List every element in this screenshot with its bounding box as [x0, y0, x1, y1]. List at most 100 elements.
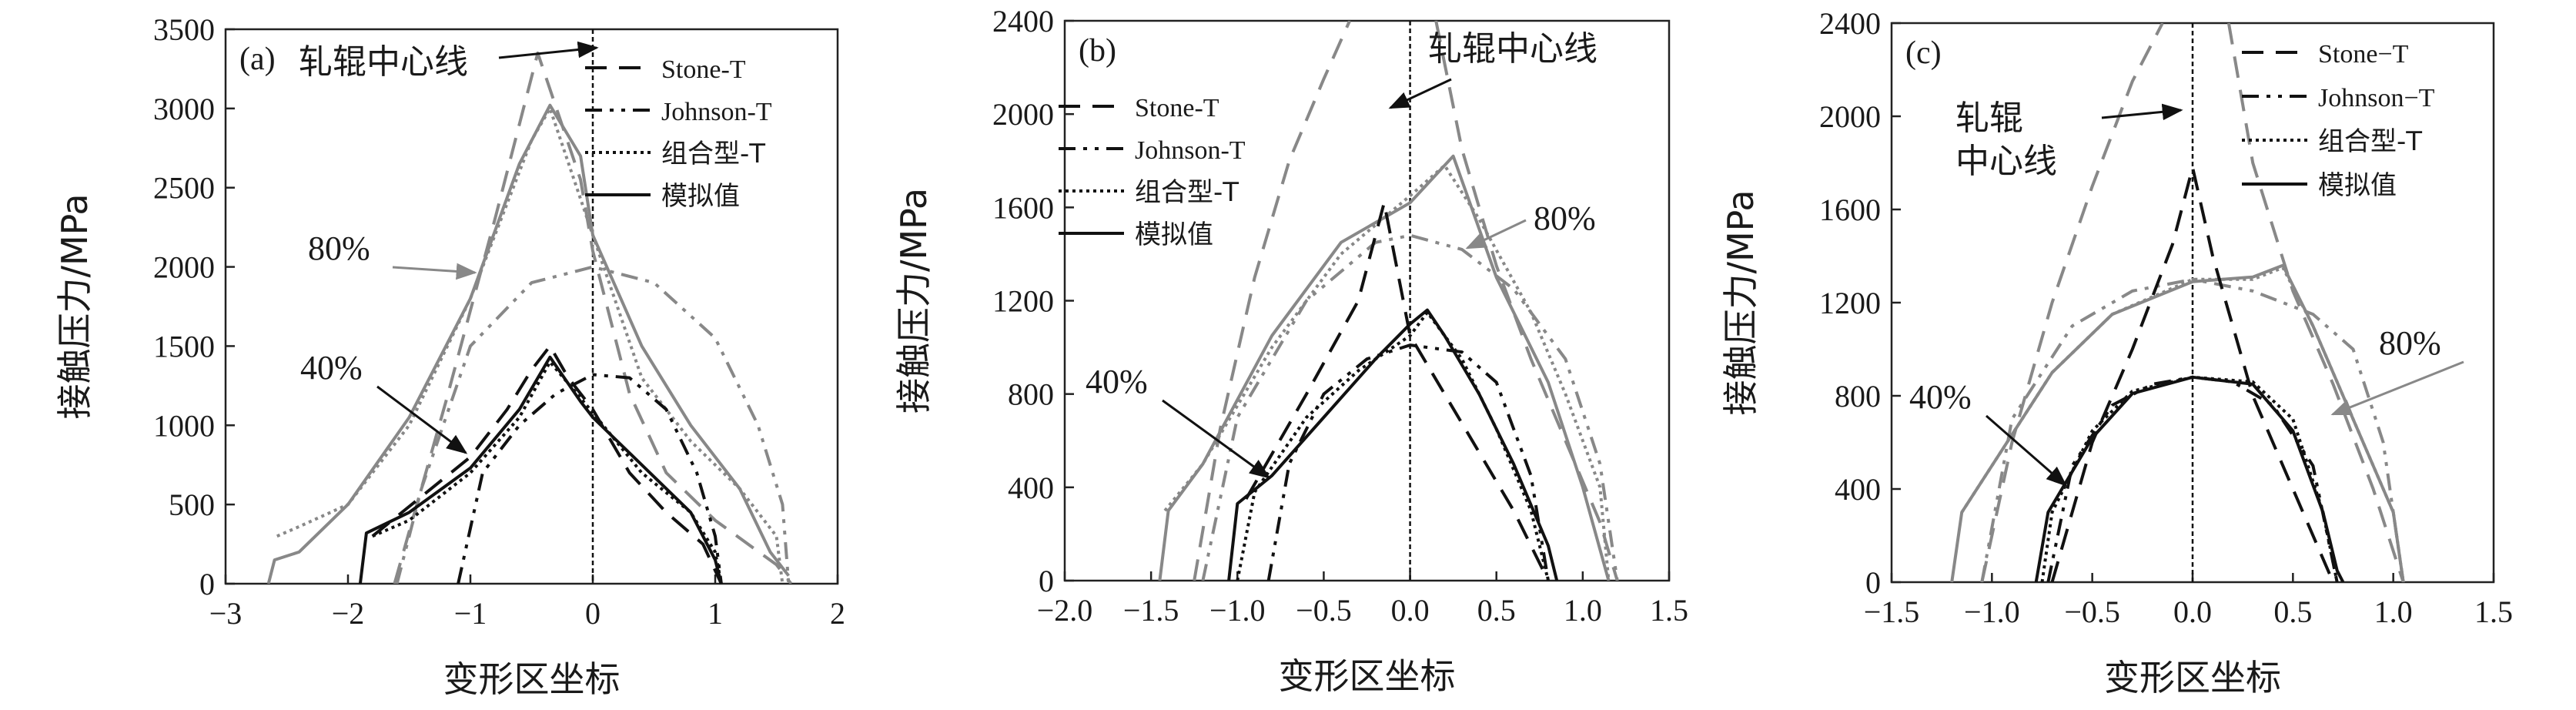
x-tick-label: −1: [454, 596, 487, 631]
y-axis-label: 接触压力/MPa: [1720, 189, 1761, 415]
chart-panel-1: 0 500 1000 1500 2000 2500 3000 3500 −3 −2 −1 0 1 2 变形区…: [54, 12, 845, 700]
y-tick-label: 0: [1039, 564, 1054, 598]
series-line-80pct: [1950, 263, 2405, 582]
series-line-80pct: [1980, 277, 2405, 582]
y-tick-label: 3500: [153, 12, 215, 47]
y-tick-label: 1500: [153, 329, 215, 363]
x-tick-label: 2: [830, 596, 845, 631]
y-tick-label: 500: [169, 487, 215, 522]
legend-label: Johnson-T: [661, 98, 772, 126]
series-line-80pct: [1158, 154, 1611, 581]
x-axis-label: 变形区坐标: [443, 658, 621, 700]
x-tick-label: −2: [332, 596, 365, 631]
arrow-40pct: [1162, 399, 1271, 479]
legend-label: 模拟值: [2318, 170, 2397, 201]
x-tick-label: 1.0: [2374, 594, 2413, 629]
legend-label: 模拟值: [661, 181, 740, 212]
series-line-40pct: [1244, 201, 1550, 581]
x-tick-label: −1.0: [1209, 593, 1266, 628]
centerline-arrow: [2101, 103, 2183, 121]
series-line-80pct: [2226, 23, 2405, 582]
plot-frame: [224, 28, 839, 585]
x-tick-label: −0.5: [2064, 594, 2120, 629]
series-line-80pct: [1980, 23, 2164, 582]
y-tick-label: 800: [1835, 379, 1881, 414]
centerline-arrow: [1388, 78, 1452, 109]
series-line-40pct: [2034, 375, 2345, 582]
panel-label: (b): [1079, 33, 1116, 69]
x-axis-label: 变形区坐标: [2104, 657, 2281, 698]
y-axis-label: 接触压力/MPa: [54, 193, 95, 419]
panel-label: (a): [239, 42, 276, 77]
series-line-40pct: [372, 360, 723, 584]
series-line-40pct: [371, 344, 723, 584]
x-tick-label: 1.0: [1564, 593, 1602, 628]
series-line-80pct: [1960, 266, 2405, 582]
x-tick-label: −1.5: [1123, 593, 1179, 628]
y-tick-label: 400: [1008, 471, 1054, 505]
y-tick-label: 0: [199, 567, 215, 601]
x-tick-label: 0.0: [1391, 593, 1430, 628]
y-tick-label: 1200: [992, 284, 1054, 319]
centerline-label: 轧辊中心线: [1428, 29, 1597, 69]
x-tick-label: −3: [209, 596, 243, 631]
x-tick-label: −0.5: [1296, 593, 1352, 628]
x-tick-label: 0.5: [1477, 593, 1516, 628]
series-line-40pct: [2040, 375, 2339, 582]
label-40pct: 40%: [1909, 378, 1972, 416]
y-tick-label: 2400: [992, 4, 1054, 39]
x-tick-label: 0.5: [2273, 594, 2312, 629]
y-tick-label: 0: [1865, 565, 1881, 600]
legend-label: 组合型-T: [2318, 126, 2422, 157]
y-tick-label: 1200: [1819, 286, 1881, 320]
centerline-label: 中心线: [1955, 142, 2057, 181]
series-line-80pct: [266, 103, 790, 584]
x-tick-label: 0: [585, 596, 601, 631]
series-line-40pct: [2050, 166, 2335, 582]
x-tick-label: −1.5: [1864, 594, 1920, 629]
series-line-40pct: [1266, 343, 1550, 581]
label-80pct: 80%: [1534, 199, 1596, 237]
y-tick-label: 2000: [153, 250, 215, 285]
y-tick-label: 800: [1008, 377, 1054, 412]
series-group: [1950, 23, 2405, 582]
centerline-label: 轧辊中心线: [299, 42, 468, 82]
label-80pct: 80%: [2379, 324, 2441, 362]
arrow-80pct: [2330, 360, 2464, 416]
label-80pct: 80%: [308, 229, 370, 267]
y-tick-label: 2000: [992, 97, 1054, 132]
y-axis-label: 接触压力/MPa: [893, 188, 935, 414]
y-tick-label: 1600: [992, 190, 1054, 225]
centerline-arrow: [498, 41, 599, 59]
series-line-40pct: [1236, 310, 1550, 581]
centerline-label: 轧辊: [1955, 99, 2023, 138]
legend-label: Stone-T: [661, 55, 746, 84]
x-tick-label: −2.0: [1037, 593, 1093, 628]
series-line-80pct: [1434, 21, 1619, 581]
y-tick-label: 2000: [1819, 99, 1881, 134]
y-tick-label: 2400: [1819, 6, 1881, 41]
series-group: [266, 51, 793, 584]
legend-label: Stone−T: [2318, 40, 2409, 69]
legend-label: 组合型-T: [661, 139, 765, 169]
x-tick-label: 0.0: [2173, 594, 2212, 629]
chart-panel-3: 0 400 800 1200 1600 2000 2400 −1.5 −1.0 −0.5 0.0 0.…: [1720, 6, 2513, 698]
series-line-80pct: [395, 265, 791, 584]
arrow-80pct: [392, 263, 477, 280]
series-line-40pct: [457, 373, 723, 584]
series-line-80pct: [276, 106, 785, 584]
legend-label: 模拟值: [1135, 219, 1213, 250]
arrow-40pct: [1986, 414, 2068, 487]
arrow-80pct: [1465, 219, 1527, 250]
series-line-40pct: [1227, 308, 1559, 581]
series-line-40pct: [358, 355, 723, 584]
label-40pct: 40%: [300, 349, 363, 387]
arrow-40pct: [376, 385, 468, 454]
x-tick-label: 1.5: [1650, 593, 1688, 628]
y-tick-label: 2500: [153, 171, 215, 206]
x-tick-label: 1: [708, 596, 723, 631]
x-tick-label: −1.0: [1964, 594, 2020, 629]
y-tick-label: 400: [1835, 472, 1881, 507]
y-tick-label: 1600: [1819, 193, 1881, 227]
